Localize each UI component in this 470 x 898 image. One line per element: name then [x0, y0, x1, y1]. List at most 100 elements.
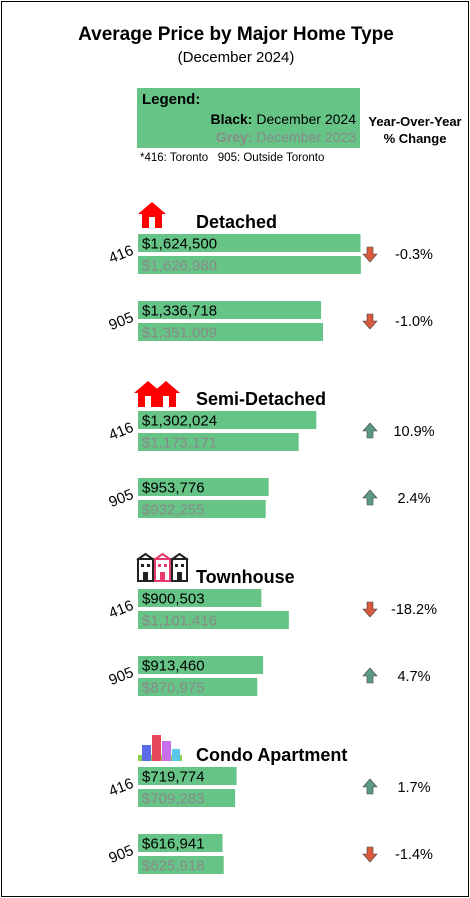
percent-change: 2.4%: [397, 491, 430, 507]
category-title: Condo Apartment: [196, 745, 347, 765]
townhouse-window: [141, 564, 144, 567]
bar-previous: [138, 789, 236, 807]
bar-previous: [138, 323, 324, 341]
house-door: [149, 217, 155, 228]
house-shape: [138, 202, 166, 228]
condo-building: [172, 749, 180, 761]
townhouse-window: [158, 564, 161, 567]
bar-label-current: $616,941: [142, 836, 205, 853]
down-arrow-icon: [362, 601, 378, 618]
bar-label-previous: $932,255: [142, 502, 205, 519]
yoy-header: Year-Over-Year % Change: [362, 113, 468, 147]
region-label: 416: [106, 242, 136, 267]
legend-entry-previous: Grey: December 2023: [216, 129, 356, 145]
house-door: [145, 396, 151, 407]
icon-townhouse-icon: [136, 552, 189, 582]
region-label: 416: [106, 597, 136, 622]
region-label: 905: [106, 664, 136, 689]
townhouse-roof: [136, 552, 155, 561]
percent-change: 10.9%: [393, 424, 434, 440]
up-arrow-icon: [362, 422, 378, 439]
category-title: Semi-Detached: [196, 389, 326, 409]
bar-current: [138, 834, 223, 852]
down-arrow-icon: [362, 846, 378, 863]
legend-key-previous: Grey:: [215, 129, 253, 145]
townhouse-roof: [170, 552, 189, 561]
legend-value-current: December 2024: [256, 111, 356, 127]
region-label: 416: [106, 775, 136, 800]
townhouse-door: [143, 572, 148, 581]
legend-entry-current: Black: December 2024: [210, 111, 356, 127]
townhouse-window: [147, 564, 150, 567]
down-arrow-icon: [362, 246, 378, 263]
bar-previous: [138, 856, 224, 874]
yoy-header-line-2: % Change: [383, 131, 447, 146]
house-shape: [152, 381, 180, 407]
bar-current: [138, 234, 361, 252]
region-label: 905: [106, 842, 136, 867]
region-label: 905: [106, 486, 136, 511]
bar-label-previous: $870,975: [142, 680, 205, 697]
up-arrow-icon: [362, 778, 378, 795]
condo-building: [142, 745, 151, 761]
bar-previous: [138, 500, 266, 518]
townhouse-door: [177, 572, 182, 581]
chart-subtitle: (December 2024): [177, 49, 295, 66]
bar-current: [138, 589, 262, 607]
chart-title: Average Price by Major Home Type: [78, 24, 394, 45]
bar-label-current: $900,503: [142, 591, 205, 608]
bar-current: [138, 767, 237, 785]
bar-previous: [138, 611, 289, 629]
townhouse-window: [175, 564, 178, 567]
bar-previous: [138, 678, 258, 696]
bar-current: [138, 478, 269, 496]
legend-heading: Legend:: [142, 91, 201, 108]
house-shape: [134, 381, 162, 407]
percent-change: -1.4%: [395, 847, 433, 863]
icon-house-icon: [138, 202, 166, 228]
icon-condo-icon: [138, 735, 182, 761]
bar-previous: [138, 433, 299, 451]
bar-label-previous: $1,101,416: [142, 613, 217, 630]
legend-value-previous: December 2023: [256, 129, 356, 145]
region-label: 905: [106, 309, 136, 334]
house-door: [163, 396, 169, 407]
bar-label-current: $1,336,718: [142, 303, 217, 320]
icon-semi-detached-icon: [134, 381, 180, 407]
legend: Legend: Black: December 2024 Grey: Decem…: [137, 88, 360, 148]
bar-label-current: $1,302,024: [142, 413, 217, 430]
region-label: 416: [106, 419, 136, 444]
townhouse-window: [181, 564, 184, 567]
up-arrow-icon: [362, 667, 378, 684]
percent-change: 1.7%: [397, 780, 430, 796]
bar-label-previous: $1,351,009: [142, 325, 217, 342]
townhouse-roof: [153, 552, 172, 561]
legend-key-current: Black:: [210, 111, 253, 127]
bar-label-current: $1,624,500: [142, 236, 217, 253]
percent-change: 4.7%: [397, 669, 430, 685]
up-arrow-icon: [362, 489, 378, 506]
down-arrow-icon: [362, 313, 378, 330]
townhouse-door: [160, 572, 165, 581]
bar-previous: [138, 256, 361, 274]
bar-label-current: $719,774: [142, 769, 205, 786]
percent-change: -18.2%: [391, 602, 437, 618]
bar-label-current: $913,460: [142, 658, 205, 675]
condo-building: [152, 735, 161, 761]
bar-label-previous: $709,283: [142, 791, 205, 808]
category-title: Townhouse: [196, 567, 295, 587]
bar-label-previous: $1,173,171: [142, 435, 217, 452]
percent-change: -0.3%: [395, 247, 433, 263]
townhouse-window: [164, 564, 167, 567]
region-note: *416: Toronto 905: Outside Toronto: [140, 152, 325, 164]
yoy-header-line-1: Year-Over-Year: [368, 114, 462, 129]
bar-current: [138, 301, 322, 319]
percent-change: -1.0%: [395, 314, 433, 330]
bar-label-previous: $625,918: [142, 858, 205, 875]
bar-label-current: $953,776: [142, 480, 205, 497]
bar-current: [138, 656, 264, 674]
bar-label-previous: $1,626,980: [142, 258, 217, 275]
condo-building: [162, 741, 171, 761]
